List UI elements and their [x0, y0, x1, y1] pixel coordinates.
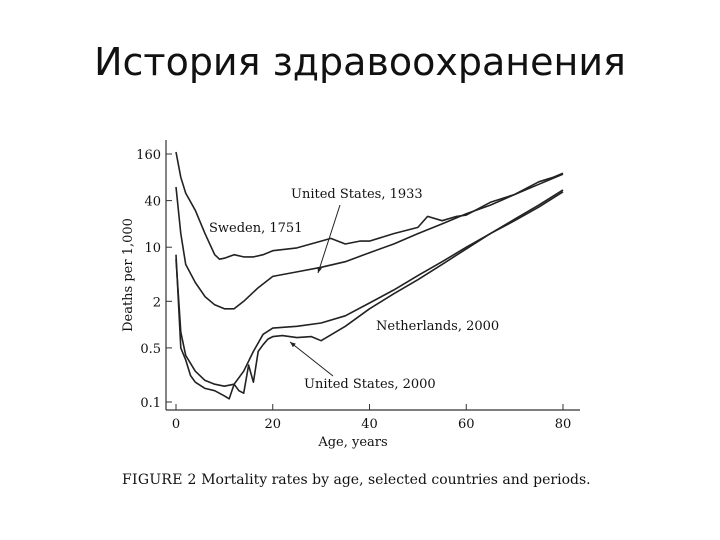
series-line-united-states-2000 — [175, 191, 564, 400]
x-tick-label: 80 — [555, 417, 572, 432]
figure-caption-lead: FIGURE 2 — [122, 472, 197, 488]
annotation-united-states-1933: United States, 1933 — [291, 187, 423, 202]
y-tick-label: 0.1 — [140, 396, 161, 411]
x-tick-label: 60 — [458, 417, 475, 432]
y-tick-label: 10 — [144, 241, 161, 256]
y-tick-label: 40 — [144, 195, 161, 210]
y-axis-label: Deaths per 1,000 — [121, 218, 136, 332]
annotation-netherlands-2000: Netherlands, 2000 — [376, 319, 499, 334]
slide-title: История здравоохранения — [94, 40, 626, 84]
annotation-pointer-united-states-1933 — [317, 204, 341, 274]
x-axis-label: Age, years — [317, 435, 387, 450]
chart-annotations: Sweden, 1751 United States, 1933 Netherlan… — [209, 187, 499, 392]
figure-caption-text: Mortality rates by age, selected countri… — [201, 472, 591, 488]
figure-caption: FIGURE 2 Mortality rates by age, selecte… — [122, 472, 591, 488]
chart-lines — [175, 151, 564, 400]
annotation-sweden-1751: Sweden, 1751 — [209, 221, 302, 236]
x-tick-label: 20 — [264, 417, 281, 432]
x-tick-label: 40 — [361, 417, 378, 432]
arrowhead-icon — [290, 342, 296, 348]
y-tick-label: 2 — [153, 295, 161, 310]
series-line-netherlands-2000 — [175, 189, 564, 388]
chart-axes: 160 40 10 2 0.5 0.1 0 20 40 60 80 Age, years Deaths … — [121, 140, 580, 450]
annotation-pointer-united-states-2000 — [289, 341, 334, 377]
series-line-sweden-1751 — [175, 151, 564, 261]
series-line-united-states-1933 — [175, 173, 564, 310]
y-tick-label: 160 — [136, 148, 161, 163]
arrowhead-icon — [317, 267, 322, 273]
annotation-united-states-2000: United States, 2000 — [304, 377, 436, 392]
x-tick-label: 0 — [172, 417, 180, 432]
y-tick-label: 0.5 — [140, 342, 161, 357]
